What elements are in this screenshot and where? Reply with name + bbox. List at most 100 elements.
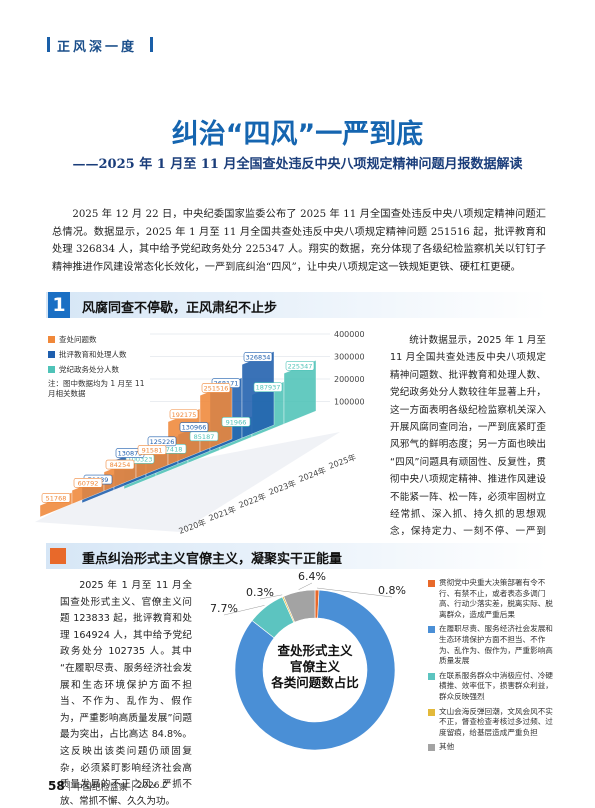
legend-label: 批评教育和处理人数 [59,350,127,359]
leader-line [317,587,393,598]
legend-swatch [428,626,435,634]
y-tick-label: 100000 [334,398,365,407]
value-label-box [105,459,135,470]
legend-swatch [48,336,55,343]
legend-item: 在履职尽责、服务经济社会发展和生态环境保护方面不担当、不作为、乱作为、假作为，严… [428,624,558,666]
legend-swatch [428,580,435,587]
legend-label: 在履职尽责、服务经济社会发展和生态环境保护方面不担当、不作为、乱作为、假作为，严… [439,624,553,666]
slice-label: 6.4% [298,572,326,583]
footer: 58 中国纪检监察 2026.2 [48,779,168,793]
header-bar [47,37,50,52]
subtitle: ——2025 年 1 月至 11 月全国查处违反中央八项规定精神问题月报数据解读 [72,157,523,172]
value-label-box [243,352,273,362]
y-tick-label: 400000 [334,330,365,339]
floor [35,432,340,532]
value-label: 187937 [256,384,281,392]
legend-label: 其他 [439,742,455,752]
legend-item: 在联系服务群众中消极应付、冷硬横推、效率低下，损害群众利益，群众反映强烈 [428,671,558,703]
section-marker [50,548,66,564]
slice-label: 7.7% [210,602,238,615]
x-tick-label: 2024年 [297,465,327,484]
section-bar: 1 风腐同查不停歇，正风肃纪不止步 [46,292,548,318]
value-label-box [179,422,209,432]
legend-item: 查处问题数 [48,334,158,345]
y-tick-label: 200000 [334,375,365,384]
value-label: 130873 [118,450,143,458]
column-name: 正风深一度 [57,40,138,55]
donut-slice [234,589,396,751]
legend-label: 文山会海反弹回潮，文风会风不实不正，督查检查考核过多过频、过度留痕，给基层造成严… [439,706,553,737]
column [241,351,275,439]
donut-slice [283,589,316,623]
legend-swatch [428,744,435,752]
section1-text: 统计数据显示，2025 年 1 月至 11 月全国共查处违反中央八项规定精神问题… [390,335,546,555]
x-tick-label: 2023年 [267,478,297,497]
separator [68,781,70,791]
magazine-name: 中国纪检监察 [73,782,128,793]
value-label-box [221,417,251,427]
intro: 2025 年 12 月 22 日，中央纪委国家监委公布了 2025 年 11 月… [52,209,546,273]
value-label: 60792 [78,479,99,487]
legend-label: 查处问题数 [59,335,97,344]
legend-swatch [48,351,55,358]
value-label: 91966 [226,418,247,426]
value-label: 225347 [288,362,313,370]
value-label-box [189,431,219,442]
legend-swatch [48,366,55,373]
legend-label: 党纪政务处分人数 [59,365,119,374]
value-label: 192175 [172,411,197,419]
value-label-box [73,478,103,488]
value-label-box [169,409,199,420]
section-title: 重点纠治形式主义官僚主义，凝聚实干正能量 [82,552,343,567]
value-label: 326834 [246,353,271,361]
value-label: 251516 [204,384,229,392]
area-chart: 1000002000003000004000002020年2021年2022年2… [35,330,365,536]
value-label-box [285,360,315,371]
page-number: 58 [48,779,65,793]
slice-label: 0.8% [378,584,406,597]
x-tick-label: 2022年 [237,491,267,510]
separator [131,781,133,791]
donut-legend: 贯彻党中央重大决策部署有令不行、有禁不止，或者表态多调门高、行动少落实差，脱离实… [428,578,558,757]
legend-item: 党纪政务处分人数 [48,364,158,375]
leader-line [223,605,265,616]
section-bar: 重点纠治形式主义官僚主义，凝聚实干正能量 [46,543,548,569]
value-label: 87418 [162,445,183,453]
leader-line [259,594,283,600]
value-label-box [201,383,231,393]
donut-center-title: 查处形式主义 官僚主义 各类问题数占比 [271,643,359,690]
title: 纠治“四风”一严到底 [171,119,424,150]
leader-line [298,582,313,590]
legend-item: 贯彻党中央重大决策部署有令不行、有禁不止，或者表态多调门高、行动少落实差，脱离实… [428,578,558,620]
value-label-box [41,493,71,503]
chart-note: 注：图中数据均为 1 月至 11 月相关数据 [48,379,145,398]
legend-swatch [428,672,435,680]
value-label: 84254 [110,461,131,469]
value-label-box [137,445,167,455]
y-tick-label: 300000 [334,353,365,362]
legend-item: 其他 [428,742,558,753]
section2-text: 2025 年 1 月至 11 月全国查处形式主义、官僚主义问题 123833 起… [60,580,192,807]
legend-item: 文山会海反弹回潮，文风会风不实不正，督查检查考核过多过频、过度留痕，给基层造成严… [428,707,558,739]
header-bar [150,37,153,52]
value-label: 100323 [128,455,153,463]
donut-chart: 0.8% 7.7% 0.3% 6.4% [210,572,406,751]
legend-label: 贯彻党中央重大决策部署有令不行、有禁不止，或者表态多调门高、行动少落实差，脱离实… [439,578,553,619]
legend: 查处问题数 批评教育和处理人数 党纪政务处分人数 注：图中数据均为 1 月至 1… [48,334,158,399]
value-label: 91581 [142,446,163,454]
issue: 2026.2 [136,781,169,791]
section-title: 风腐同查不停歇，正风肃纪不止步 [82,301,278,316]
column [283,359,317,425]
legend-item: 批评教育和处理人数 [48,349,158,360]
x-tick-label: 2025年 [327,452,357,471]
section-number: 1 [48,292,70,318]
legend-label: 在联系服务群众中消极应付、冷硬横推、效率低下，损害群众利益，群众反映强烈 [439,670,553,701]
slice-label: 0.3% [246,586,274,599]
value-label: 51768 [46,494,67,502]
legend-swatch [428,708,435,716]
value-label-box [253,382,283,393]
value-label: 125226 [150,438,175,446]
value-label: 85187 [194,433,215,441]
value-label: 130966 [182,424,207,432]
